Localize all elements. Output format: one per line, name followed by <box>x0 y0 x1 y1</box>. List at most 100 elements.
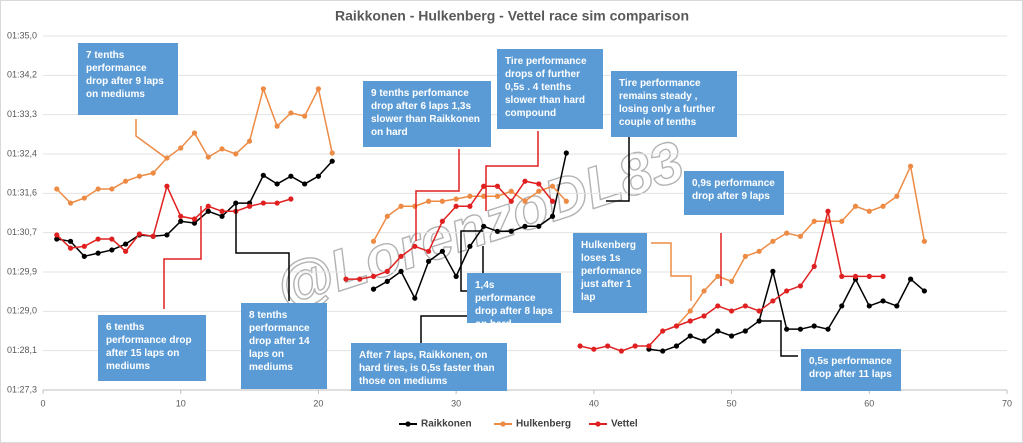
point <box>150 233 156 239</box>
point <box>908 276 914 282</box>
point <box>742 328 748 334</box>
arrow <box>651 242 692 301</box>
legend-marker <box>595 421 601 427</box>
y-tick-label: 01:28,1 <box>7 345 37 355</box>
annotation: Tire performance drops of further 0,5s .… <box>497 49 603 129</box>
point <box>563 198 569 204</box>
point <box>164 232 170 238</box>
point <box>866 303 872 309</box>
point <box>219 208 225 214</box>
point <box>260 172 266 178</box>
arrow <box>761 320 798 357</box>
point <box>191 130 198 136</box>
point <box>797 283 804 289</box>
point <box>426 258 432 264</box>
point <box>123 178 129 184</box>
point <box>329 158 335 164</box>
point <box>784 326 790 332</box>
point <box>715 328 721 334</box>
point <box>205 208 211 214</box>
point <box>811 218 817 224</box>
point <box>618 348 625 354</box>
point <box>439 248 445 254</box>
y-tick-label: 01:35,0 <box>7 30 37 40</box>
point <box>81 243 87 249</box>
point <box>260 200 266 206</box>
point <box>370 286 377 292</box>
point <box>728 308 735 314</box>
point <box>246 138 253 144</box>
annotation: 6 tenths performance drop after 15 laps … <box>98 315 206 381</box>
point <box>81 195 87 201</box>
annotation: 0,5s performance drop after 11 laps <box>801 349 901 391</box>
point <box>715 273 721 279</box>
x-tick-label: 50 <box>727 398 737 408</box>
annotation: 7 tenths performance drop after 9 laps o… <box>78 43 178 115</box>
point <box>54 236 60 242</box>
point <box>123 248 129 254</box>
point <box>274 181 280 187</box>
y-tick-label: 01:27,3 <box>7 384 37 394</box>
point <box>921 288 927 294</box>
point <box>591 346 597 352</box>
point <box>549 183 556 189</box>
point <box>494 228 501 234</box>
x-tick-label: 0 <box>40 398 45 408</box>
point <box>839 218 845 224</box>
point <box>439 198 445 204</box>
legend-marker <box>405 421 411 427</box>
annotation: 9 tenths perfomance drop after 6 laps 1,… <box>363 81 491 147</box>
point <box>315 86 322 92</box>
point <box>164 155 170 161</box>
point <box>315 173 322 179</box>
point <box>756 308 762 314</box>
point <box>302 181 308 187</box>
point <box>894 193 900 199</box>
point <box>370 238 377 244</box>
point <box>880 273 886 279</box>
point <box>687 333 693 339</box>
point <box>370 273 377 279</box>
point <box>494 193 501 199</box>
point <box>797 326 804 332</box>
point <box>67 200 74 206</box>
point <box>797 233 804 239</box>
point <box>246 203 253 209</box>
point <box>136 231 142 237</box>
point <box>784 288 790 294</box>
point <box>384 268 390 274</box>
point <box>288 196 294 202</box>
x-tick-label: 70 <box>1002 398 1012 408</box>
point <box>522 223 528 229</box>
point <box>109 236 115 242</box>
point <box>646 343 652 349</box>
point <box>426 198 432 204</box>
point <box>67 238 74 244</box>
point <box>67 245 74 251</box>
point <box>825 326 831 332</box>
y-tick-label: 01:30,7 <box>7 227 37 237</box>
point <box>453 196 459 202</box>
point <box>866 208 872 214</box>
x-tick-label: 30 <box>451 398 461 408</box>
point <box>494 183 501 189</box>
point <box>536 188 542 194</box>
point <box>577 343 583 349</box>
point <box>178 145 184 151</box>
point <box>825 208 831 214</box>
point <box>756 318 762 324</box>
point <box>756 248 762 254</box>
legend-marker <box>500 421 506 427</box>
chart-title: Raikkonen - Hulkenberg - Vettel race sim… <box>335 8 689 24</box>
point <box>811 323 817 329</box>
point <box>467 203 473 209</box>
point <box>302 113 308 119</box>
point <box>508 198 514 204</box>
point <box>412 243 418 249</box>
point <box>536 223 542 229</box>
point <box>412 295 418 301</box>
point <box>522 178 528 184</box>
point <box>784 230 790 236</box>
point <box>770 298 776 304</box>
point <box>481 193 487 199</box>
